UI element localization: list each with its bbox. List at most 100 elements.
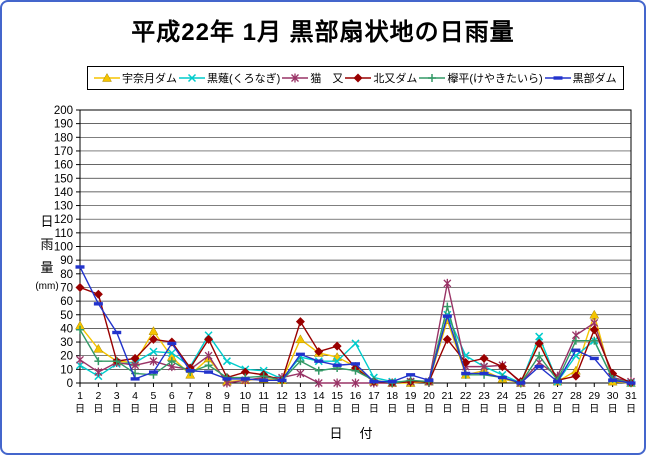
svg-text:29: 29 — [588, 390, 600, 402]
legend-label: 黒薙(くろなぎ) — [207, 73, 281, 85]
y-axis-title: 日雨量 (mm) — [30, 210, 64, 295]
svg-text:28: 28 — [570, 390, 582, 402]
svg-text:160: 160 — [54, 160, 73, 172]
svg-text:1: 1 — [77, 390, 83, 402]
svg-text:10: 10 — [60, 364, 73, 376]
svg-text:日: 日 — [406, 404, 416, 415]
svg-text:日: 日 — [259, 404, 269, 415]
svg-text:13: 13 — [295, 390, 307, 402]
svg-text:日: 日 — [295, 404, 305, 415]
svg-text:31: 31 — [625, 390, 637, 402]
legend-label: 猫 又 — [310, 73, 344, 85]
svg-text:日: 日 — [424, 404, 434, 415]
svg-text:日: 日 — [351, 404, 361, 415]
diamond-marker-icon — [345, 73, 372, 83]
svg-text:日: 日 — [332, 404, 342, 415]
svg-text:日: 日 — [553, 404, 563, 415]
svg-text:30: 30 — [60, 337, 73, 349]
svg-text:90: 90 — [60, 255, 73, 267]
svg-text:14: 14 — [313, 390, 325, 402]
svg-text:5: 5 — [151, 390, 157, 402]
svg-text:日: 日 — [461, 404, 471, 415]
y-axis-title-line: (mm) — [35, 281, 59, 292]
legend-item-2: 黒薙(くろなぎ) — [179, 70, 280, 86]
svg-text:19: 19 — [405, 390, 417, 402]
legend-item-4: 北又ダム — [345, 70, 417, 86]
svg-text:日: 日 — [277, 404, 287, 415]
svg-text:24: 24 — [497, 390, 509, 402]
svg-text:20: 20 — [423, 390, 435, 402]
y-axis-title-line: 日 — [40, 214, 54, 229]
svg-text:22: 22 — [460, 390, 472, 402]
svg-text:8: 8 — [206, 390, 212, 402]
svg-text:2: 2 — [95, 390, 101, 402]
svg-text:40: 40 — [60, 323, 73, 335]
svg-text:日: 日 — [497, 404, 507, 415]
svg-text:12: 12 — [276, 390, 288, 402]
svg-text:日: 日 — [130, 404, 140, 415]
svg-text:150: 150 — [54, 173, 73, 185]
svg-text:日: 日 — [369, 404, 379, 415]
x-axis-title: 日 付 — [329, 426, 375, 441]
svg-text:23: 23 — [478, 390, 490, 402]
svg-text:日: 日 — [534, 404, 544, 415]
svg-text:7: 7 — [187, 390, 193, 402]
svg-text:180: 180 — [54, 132, 73, 144]
svg-text:日: 日 — [93, 404, 103, 415]
svg-text:20: 20 — [60, 351, 73, 363]
svg-text:日: 日 — [571, 404, 581, 415]
asterisk-marker-icon — [282, 73, 309, 83]
svg-text:日: 日 — [204, 404, 214, 415]
svg-text:日: 日 — [148, 404, 158, 415]
dash-marker-icon — [544, 76, 571, 80]
svg-text:130: 130 — [54, 201, 73, 213]
svg-text:日: 日 — [75, 404, 85, 415]
svg-text:200: 200 — [54, 105, 73, 117]
svg-text:日: 日 — [516, 404, 526, 415]
svg-text:15: 15 — [331, 390, 343, 402]
legend-item-1: 宇奈月ダム — [94, 70, 177, 86]
legend-item-5: 欅平(けやきたいら) — [419, 70, 543, 86]
svg-text:30: 30 — [607, 390, 619, 402]
svg-text:3: 3 — [114, 390, 120, 402]
svg-text:50: 50 — [60, 310, 73, 322]
svg-text:日: 日 — [608, 404, 618, 415]
svg-text:日: 日 — [222, 404, 232, 415]
svg-text:日: 日 — [185, 404, 195, 415]
svg-text:日: 日 — [112, 404, 122, 415]
svg-text:25: 25 — [515, 390, 527, 402]
legend-label: 黒部ダム — [572, 73, 617, 85]
svg-text:60: 60 — [60, 296, 73, 308]
svg-text:日: 日 — [387, 404, 397, 415]
svg-text:日: 日 — [626, 404, 636, 415]
svg-text:80: 80 — [60, 269, 73, 281]
svg-text:日: 日 — [314, 404, 324, 415]
svg-text:100: 100 — [54, 242, 73, 254]
svg-text:6: 6 — [169, 390, 175, 402]
svg-text:日: 日 — [240, 404, 250, 415]
svg-text:26: 26 — [533, 390, 545, 402]
svg-text:日: 日 — [167, 404, 177, 415]
triangle-marker-icon — [94, 72, 120, 82]
legend-item-3: 猫 又 — [282, 70, 343, 86]
svg-text:70: 70 — [60, 282, 73, 294]
legend: 宇奈月ダム 黒薙(くろなぎ) 猫 又 北又ダム 欅平(けやきたいら) 黒部ダム — [87, 66, 624, 90]
svg-text:10: 10 — [239, 390, 251, 402]
svg-text:0: 0 — [67, 378, 73, 390]
svg-text:190: 190 — [54, 119, 73, 131]
svg-text:21: 21 — [441, 390, 453, 402]
svg-text:27: 27 — [552, 390, 564, 402]
svg-text:9: 9 — [224, 390, 230, 402]
svg-text:日: 日 — [479, 404, 489, 415]
svg-text:170: 170 — [54, 146, 73, 158]
svg-text:17: 17 — [368, 390, 380, 402]
legend-label: 宇奈月ダム — [122, 73, 177, 85]
x-marker-icon — [179, 73, 205, 83]
svg-text:日: 日 — [589, 404, 599, 415]
svg-text:120: 120 — [54, 214, 73, 226]
y-axis-title-line: 雨 — [40, 237, 54, 252]
svg-text:4: 4 — [132, 390, 138, 402]
legend-label: 欅平(けやきたいら) — [447, 73, 543, 85]
